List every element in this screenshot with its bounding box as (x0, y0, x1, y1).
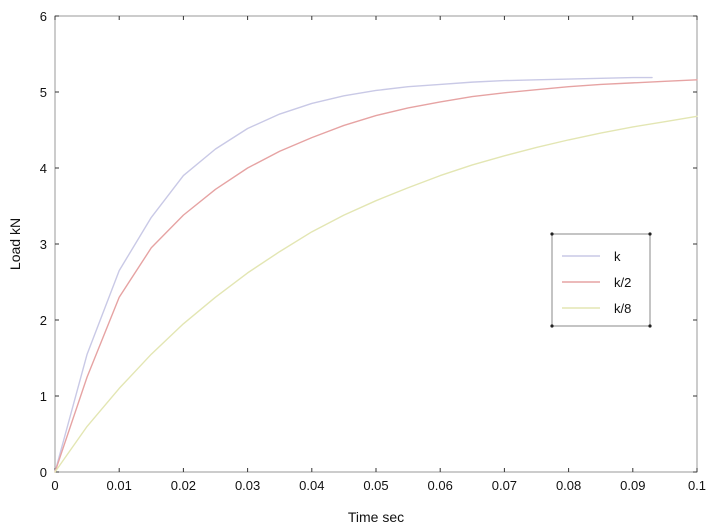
legend-label-1: k (614, 249, 621, 264)
x-tick-label: 0.02 (171, 478, 196, 493)
x-tick-label: 0.06 (428, 478, 453, 493)
y-tick-label: 6 (40, 9, 47, 24)
x-tick-label: 0.01 (107, 478, 132, 493)
series-lines (54, 76, 698, 473)
legend-corner-dot (648, 324, 652, 328)
legend-box (551, 233, 651, 327)
x-axis-label: Time sec (348, 509, 404, 525)
series-line-3 (54, 115, 698, 473)
x-tick-label: 0.1 (688, 478, 706, 493)
x-tick-label: 0.08 (556, 478, 581, 493)
x-tick-label: 0.03 (235, 478, 260, 493)
y-tick-label: 5 (40, 85, 47, 100)
x-tick-label: 0.07 (492, 478, 517, 493)
y-tick-label: 1 (40, 389, 47, 404)
series-line-1 (54, 76, 653, 473)
x-tick-label: 0.05 (363, 478, 388, 493)
legend-corner-dot (550, 232, 554, 236)
x-tick-label: 0.04 (299, 478, 324, 493)
legend: k k/2 k/8 (550, 232, 652, 328)
series-line-2 (54, 79, 698, 473)
y-tick-label: 4 (40, 161, 47, 176)
y-axis-label: Load kN (7, 218, 23, 270)
y-tick-label: 0 (40, 465, 47, 480)
legend-corner-dot (648, 232, 652, 236)
y-tick-label: 3 (40, 237, 47, 252)
x-tick-label: 0.09 (620, 478, 645, 493)
legend-label-3: k/8 (614, 301, 631, 316)
legend-label-2: k/2 (614, 275, 631, 290)
axis-ticks: 0 0.01 0.02 0.03 0.04 0.05 0.06 0.07 0.08 0.09 0.1… (40, 9, 706, 493)
y-tick-label: 2 (40, 313, 47, 328)
legend-corner-dot (550, 324, 554, 328)
x-tick-label: 0 (51, 478, 58, 493)
